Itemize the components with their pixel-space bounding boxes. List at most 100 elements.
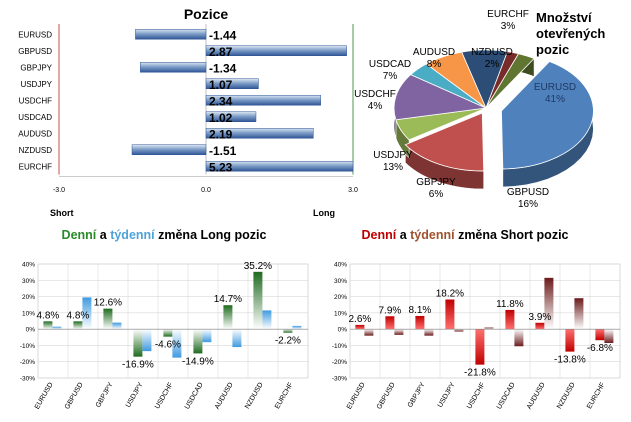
short-bar-weekly <box>574 298 584 330</box>
position-value-label: 5.23 <box>209 160 233 174</box>
pie-slice-label: USDCAD <box>369 59 411 70</box>
x-tick-label: 0.0 <box>201 187 211 194</box>
pie-slice-percent: 3% <box>501 21 516 32</box>
short-category-label: USDCHF <box>466 382 487 411</box>
short-bar-weekly <box>544 277 554 330</box>
long-change-title-part: týdenní <box>110 228 155 242</box>
category-label: EURUSD <box>18 30 52 39</box>
short-y-tick-label: 40% <box>334 262 347 269</box>
position-bar <box>205 161 354 172</box>
long-change-title-part: Denní <box>62 228 97 242</box>
short-y-tick-label: 0% <box>338 327 348 334</box>
long-data-label: 35.2% <box>244 261 272 272</box>
category-label: GBPUSD <box>18 47 52 56</box>
position-value-label: 2.34 <box>209 94 233 108</box>
category-label: AUDUSD <box>18 129 52 138</box>
long-category-label: EURCHF <box>274 382 295 411</box>
long-bar-daily <box>283 329 293 333</box>
short-bar-daily <box>595 329 605 341</box>
long-y-tick-label: -10% <box>20 343 35 350</box>
long-data-label: -4.6% <box>155 340 181 351</box>
pie-slice-percent: 8% <box>427 59 442 70</box>
short-category-label: USDCAD <box>496 382 517 411</box>
short-y-tick-label: -30% <box>332 376 347 383</box>
short-category-label: GBPUSD <box>376 382 397 411</box>
short-y-tick-label: 20% <box>334 294 347 301</box>
short-category-label: EURCHF <box>586 382 607 411</box>
short-data-label: 3.9% <box>529 312 552 323</box>
long-bar-daily <box>133 329 143 357</box>
pie-slice-percent: 16% <box>518 199 538 210</box>
pie-slice-label: EURCHF <box>487 9 529 20</box>
short-bar-daily <box>565 329 575 352</box>
long-change-title: Denní a týdenní změna Long pozic <box>62 228 267 242</box>
short-data-label: -13.8% <box>554 355 586 366</box>
long-bar-daily <box>253 271 263 330</box>
long-bar-daily <box>223 305 233 330</box>
pie-slice-percent: 13% <box>383 162 403 173</box>
pie-title: pozic <box>536 42 569 57</box>
short-bar-weekly <box>364 329 374 336</box>
long-data-label: 12.6% <box>94 298 122 309</box>
short-bar-daily <box>355 324 365 330</box>
long-change-chart: Denní a týdenní změna Long pozic 40% 30% 20… <box>20 228 309 411</box>
positions-chart: Pozice EURUSD -1.44 GBPUSD 2.87 GBPJPY -1.34 US… <box>18 6 358 218</box>
short-category-label: EURUSD <box>346 382 367 411</box>
position-value-label: -1.51 <box>209 144 237 158</box>
position-value-label: 2.19 <box>209 127 233 141</box>
long-y-tick-label: 0% <box>26 327 36 334</box>
short-category-label: GBPJPY <box>407 381 427 409</box>
short-change-title-part: Denní <box>362 228 397 242</box>
position-bar <box>131 144 207 155</box>
pie-slice-label: GBPUSD <box>507 187 549 198</box>
pie-slice-label: EURUSD <box>534 82 576 93</box>
pie-slice-label: AUDUSD <box>413 47 455 58</box>
position-bar <box>205 45 347 56</box>
pie-title: otevřených <box>536 26 605 41</box>
category-label: USDCAD <box>18 113 52 122</box>
short-change-title-part: a <box>396 228 410 242</box>
short-data-label: 7.9% <box>379 305 402 316</box>
long-bar-weekly <box>262 310 272 330</box>
position-value-label: 1.07 <box>209 78 233 92</box>
short-y-tick-label: 30% <box>334 278 347 285</box>
pie-slice-label: USDCHF <box>354 89 396 100</box>
short-bar-weekly <box>514 329 524 347</box>
long-bar-daily <box>73 321 83 330</box>
long-y-tick-label: 30% <box>22 278 35 285</box>
long-data-label: 4.8% <box>67 310 90 321</box>
position-bar <box>140 62 207 73</box>
short-change-title-part: změna Short pozic <box>455 228 569 242</box>
short-data-label: 18.2% <box>436 289 464 300</box>
category-label: NZDUSD <box>19 146 53 155</box>
short-bar-weekly <box>484 327 494 330</box>
long-data-label: -14.9% <box>182 356 214 367</box>
x-tick-label: -3.0 <box>53 187 65 194</box>
pie-slice <box>404 112 485 172</box>
long-bar-weekly <box>142 329 152 352</box>
x-tick-label: 3.0 <box>348 187 358 194</box>
position-bar <box>205 111 257 122</box>
pie-slice-percent: 41% <box>545 94 565 105</box>
pie-slice-percent: 7% <box>383 71 398 82</box>
short-bar-daily <box>415 315 425 330</box>
short-y-tick-label: -10% <box>332 343 347 350</box>
long-category-label: USDJPY <box>125 381 145 409</box>
pie-slice-label: GBPJPY <box>416 177 456 188</box>
pie-slice-percent: 2% <box>485 59 500 70</box>
short-category-label: USDJPY <box>437 381 457 409</box>
pie-slice <box>485 53 535 109</box>
category-label: USDJPY <box>20 80 52 89</box>
long-bar-weekly <box>202 329 212 343</box>
positions-title: Pozice <box>184 6 229 22</box>
category-label: GBPJPY <box>20 63 52 72</box>
pie-slice <box>501 61 594 170</box>
short-bar-daily <box>445 299 455 330</box>
short-category-label: NZDUSD <box>556 382 577 411</box>
position-value-label: -1.34 <box>209 61 237 75</box>
long-data-label: -2.2% <box>275 336 301 347</box>
short-bar-weekly <box>604 329 614 343</box>
long-y-tick-label: 10% <box>22 310 35 317</box>
long-bar-weekly <box>112 322 122 330</box>
